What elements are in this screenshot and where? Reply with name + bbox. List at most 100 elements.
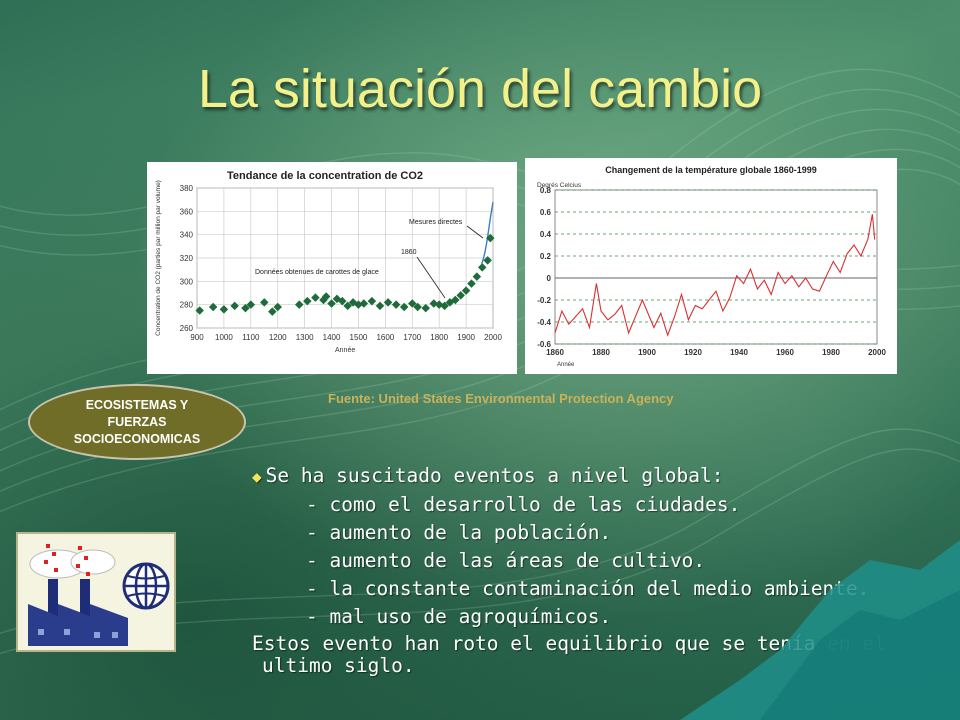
annotation-direct: Mesures directes [409, 219, 463, 226]
y-tick-label: 0.6 [540, 208, 552, 217]
x-tick-label: 1500 [350, 333, 368, 342]
x-tick-label: 1300 [296, 333, 314, 342]
y-tick-label: 0 [547, 274, 552, 283]
ice-core-point [451, 295, 460, 305]
temperature-series-line [554, 214, 876, 337]
annotation-arrow [466, 225, 484, 239]
y-tick-label: -0.6 [537, 340, 551, 349]
x-tick-label: 1960 [776, 348, 794, 357]
ecosystems-badge: ECOSISTEMAS Y FUERZAS SOCIOECONOMICAS [28, 384, 246, 460]
x-tick-label: 1900 [457, 333, 475, 342]
x-tick-label: 1800 [430, 333, 448, 342]
ice-core-point [195, 306, 204, 315]
ice-core-point [311, 293, 320, 302]
x-tick-label: 2000 [484, 333, 502, 342]
y-tick-label: 380 [180, 184, 194, 193]
plot-frame [554, 189, 878, 345]
factory-pollution-icon [28, 544, 170, 646]
ice-core-point [303, 296, 312, 306]
list-item: - como el desarrollo de las ciudades. [306, 493, 741, 516]
ice-core-point [391, 300, 401, 309]
annotation-ice-cores: Données obtenues de carottes de glace [255, 269, 379, 276]
x-tick-label: 1980 [822, 348, 840, 357]
y-axis-label: Concentration de CO2 (parties par millio… [155, 180, 162, 336]
pollution-clipart [16, 532, 176, 652]
ice-core-point [246, 300, 256, 309]
lead-text: Se ha suscitado eventos a nivel global: [265, 464, 724, 487]
global-temperature-chart: Changement de la température globale 186… [525, 158, 897, 374]
ice-core-point [367, 296, 377, 306]
closing-line-1: Estos evento han roto el equilibrio que … [252, 632, 886, 655]
temperature-chart-svg: Changement de la température globale 186… [537, 165, 886, 368]
y-tick-label: 0.4 [540, 230, 552, 239]
y-tick-label: 340 [180, 231, 194, 240]
y-tick-label: 360 [180, 207, 194, 216]
badge-line-3: SOCIOECONOMICAS [73, 431, 201, 446]
ice-core-point [486, 233, 495, 243]
x-tick-label: 1200 [269, 333, 287, 342]
x-tick-label: 1600 [376, 333, 394, 342]
ice-core-point [408, 299, 417, 308]
globe-icon [122, 562, 170, 610]
list-item: - aumento de las áreas de cultivo. [306, 549, 706, 572]
list-item: - aumento de la población. [306, 521, 612, 544]
annotation-1860: 1860 [401, 249, 417, 256]
y-axis-label: Degrés Celcius [537, 182, 582, 189]
x-tick-label: 1940 [730, 348, 748, 357]
ice-core-point [472, 272, 482, 281]
x-tick-label: 1700 [403, 333, 421, 342]
y-tick-label: 260 [180, 324, 194, 333]
ice-core-point [383, 298, 393, 307]
co2-concentration-chart: Tendance de la concentration de CO2 260 28… [147, 162, 517, 374]
closing-paragraph: Estos evento han roto el equilibrio que … [252, 633, 932, 677]
annotation-arrow [416, 256, 446, 299]
ice-core-point [208, 302, 218, 312]
ice-core-point [219, 305, 229, 314]
list-item: - la constante contaminación del medio a… [306, 577, 870, 600]
list-item: - mal uso de agroquímicos. [306, 605, 612, 628]
ice-core-point [230, 301, 239, 311]
bullet-list: ◆ Se ha suscitado eventos a nivel global… [252, 462, 932, 677]
mountain-decoration [680, 540, 960, 720]
badge-line-2: FUERZAS [107, 414, 167, 429]
ice-core-point [483, 256, 492, 265]
x-tick-label: 900 [190, 333, 204, 342]
closing-line-2: ultimo siglo. [262, 654, 415, 677]
ice-core-point [467, 279, 476, 288]
x-axis-label: Année [557, 362, 575, 368]
slide-title: La situación del cambio [197, 59, 763, 119]
y-tick-label: 300 [180, 277, 194, 286]
ice-core-point [440, 301, 449, 311]
y-tick-label: 320 [180, 254, 194, 263]
source-caption: Fuente: United States Environmental Prot… [328, 391, 674, 406]
y-tick-label: 0.8 [540, 186, 552, 195]
y-tick-label: 0.2 [540, 252, 552, 261]
chart-title: Tendance de la concentration de CO2 [227, 170, 423, 182]
ice-core-point [327, 299, 336, 308]
diamond-bullet-icon: ◆ [252, 467, 262, 486]
x-tick-label: 1880 [592, 348, 610, 357]
ice-core-point [359, 299, 369, 308]
ice-core-point [456, 291, 465, 300]
badge-line-1: ECOSISTEMAS Y [85, 397, 189, 412]
ice-core-point [321, 292, 331, 301]
x-tick-label: 1000 [215, 333, 233, 342]
y-tick-label: -0.2 [537, 296, 551, 305]
x-tick-label: 1900 [638, 348, 656, 357]
x-tick-label: 1400 [323, 333, 341, 342]
ice-core-point [413, 302, 422, 312]
x-tick-label: 2000 [868, 348, 886, 357]
ice-core-point [295, 300, 304, 309]
ice-core-point [343, 301, 352, 311]
ice-core-point [241, 303, 250, 313]
y-tick-label: 280 [180, 301, 194, 310]
ice-core-point [421, 303, 430, 313]
co2-chart-svg: Tendance de la concentration de CO2 260 28… [155, 170, 502, 354]
ice-core-point [375, 301, 385, 311]
ice-core-point [260, 298, 269, 307]
ice-core-point [338, 296, 347, 306]
x-tick-label: 1100 [242, 333, 260, 342]
ice-core-point [399, 302, 409, 312]
ice-core-point [477, 263, 487, 272]
x-tick-label: 1860 [546, 348, 564, 357]
